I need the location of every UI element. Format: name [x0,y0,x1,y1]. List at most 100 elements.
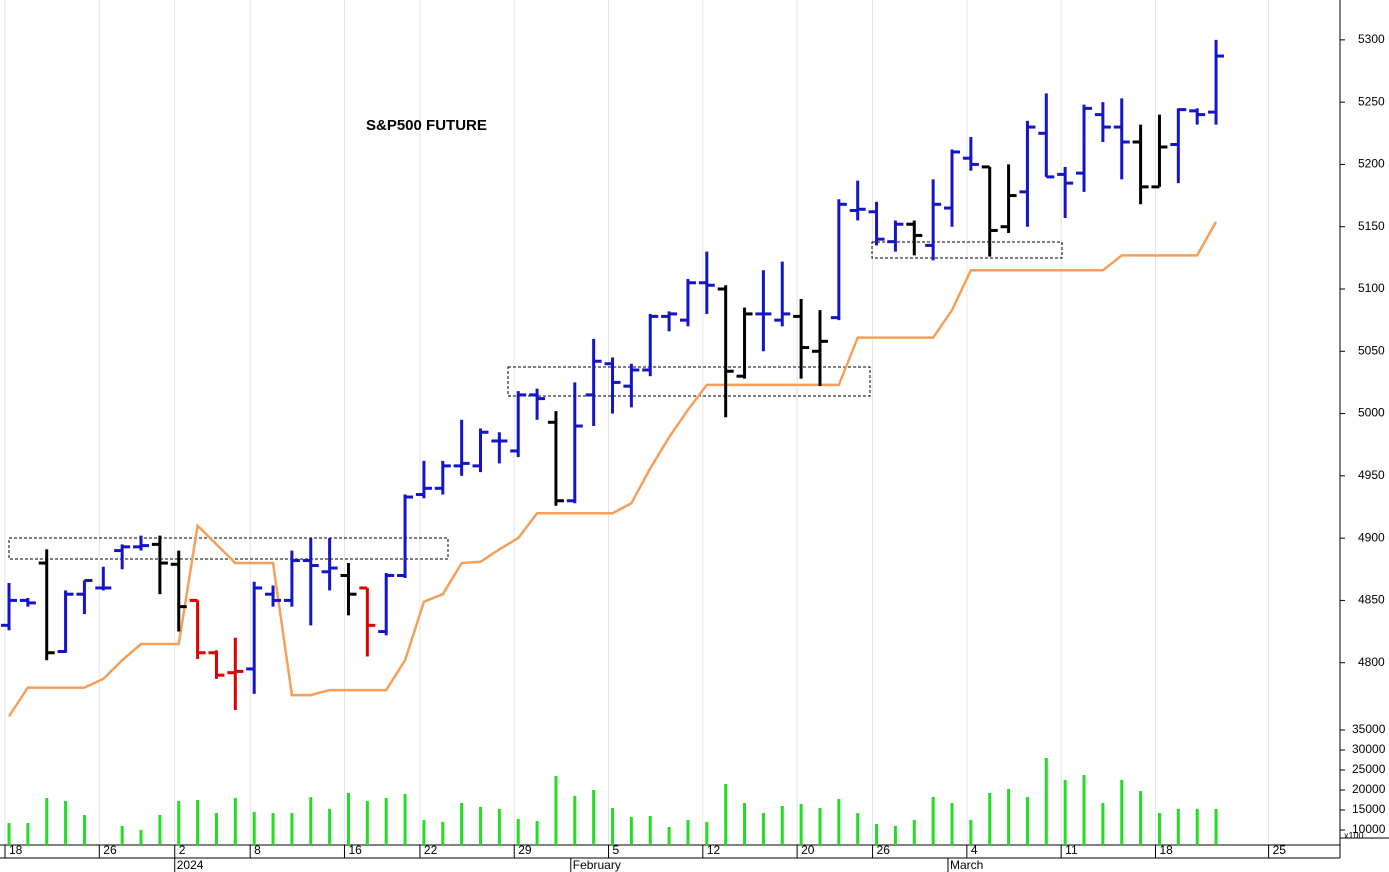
volume-bar [1063,780,1067,845]
volume-bar [120,826,124,845]
y-tick-label: 5000 [1358,406,1385,420]
stop-line [7,221,1218,717]
y-tick-label: 5050 [1358,343,1385,357]
volume-bar [686,820,690,845]
y-tick-label: 5150 [1358,219,1385,233]
volume-bar [158,815,162,845]
volume-bar [648,816,652,845]
volume-bar [1044,758,1048,845]
volume-bar [1007,789,1011,845]
volume-bar [969,820,973,845]
y-tick-label: 5100 [1358,281,1385,295]
volume-bar [667,827,671,845]
volume-bar [214,813,218,845]
volume-bar [988,793,992,845]
y-tick-label: 4950 [1358,468,1385,482]
volume-bar [479,807,482,845]
volume-bar [893,826,897,845]
x-tick-label: 18 [1159,843,1173,857]
y-tick-label: 5300 [1358,32,1385,46]
x-tick-label: 22 [424,843,438,857]
month-label: 2024 [177,858,204,872]
volume-bar [1101,803,1105,845]
volume-bar [45,798,49,845]
volume-bar [611,808,615,845]
volume-bar [705,822,709,845]
volume-bar [497,809,501,845]
grid [4,0,1270,845]
x-tick-label: 20 [801,843,815,857]
volume-bar [1176,809,1180,845]
volume-bar [761,813,765,845]
y-tick-label: 4850 [1358,593,1385,607]
x-tick-label: 26 [103,843,117,857]
volume-bar [1139,791,1143,845]
volume-bar [799,804,803,845]
volume-bar [592,790,596,845]
volume-bar [554,776,558,845]
x-tick-label: 29 [518,843,532,857]
x-tick-label: 25 [1273,843,1287,857]
volume-bar [403,794,407,845]
volume-bar [328,809,332,845]
volume-unit: x100 [1344,830,1364,840]
volume-tick-label: 20000 [1352,782,1386,796]
volume-tick-label: 30000 [1352,742,1386,756]
volume-bar [422,820,426,845]
volume-bar [535,821,539,845]
volume-bar [346,793,350,845]
volume-bar [1082,775,1086,845]
volume-bar [177,801,181,845]
volume-bar [875,824,879,845]
x-tick-label: 2 [179,843,186,857]
volume-bar [1214,809,1218,845]
y-tick-label: 4900 [1358,530,1385,544]
volume-bar [516,819,520,845]
month-label: February [573,858,621,872]
volume-bar [139,830,143,845]
x-tick-label: 4 [971,843,978,857]
volume-bar [629,817,633,845]
x-tick-label: 26 [877,843,891,857]
volume-bar [233,798,237,845]
volume-bar [290,813,294,845]
x-tick-label: 5 [613,843,620,857]
volume-bar [1195,809,1199,845]
volume-bar [365,801,369,845]
x-tick-label: 12 [707,843,721,857]
volume-bar [252,812,256,845]
volume-tick-label: 35000 [1352,722,1386,736]
range-box [507,366,871,397]
volume-bar [1120,780,1124,845]
volume-bar [780,806,784,845]
volume-tick-label: 10000 [1352,822,1386,836]
volume-bar [1157,813,1161,845]
chart-title: S&P500 FUTURE [366,117,487,134]
volume-bar [743,803,747,845]
volume-bar [460,803,464,845]
volume-tick-label: 15000 [1352,802,1386,816]
volume-bar [82,815,86,845]
volume-bar [818,808,822,845]
volume-bar [384,798,388,845]
volume-bar [271,813,275,845]
volume-bar [912,820,916,845]
volume-bar [724,784,728,845]
volume-bar [196,800,200,845]
volume-bar [26,823,30,845]
volume-bar [64,801,68,845]
x-tick-label: 18 [9,843,23,857]
range-box [871,241,1063,259]
x-tick-label: 11 [1065,843,1078,857]
volume-bar [950,803,954,845]
volume-bar [837,799,841,845]
x-tick-label: 8 [254,843,261,857]
x-tick-label: 16 [348,843,362,857]
volume-tick-label: 25000 [1352,762,1386,776]
volume-bar [1025,797,1029,845]
volume-bar [441,822,445,845]
volume-bar [7,823,11,845]
y-tick-label: 4800 [1358,655,1385,669]
